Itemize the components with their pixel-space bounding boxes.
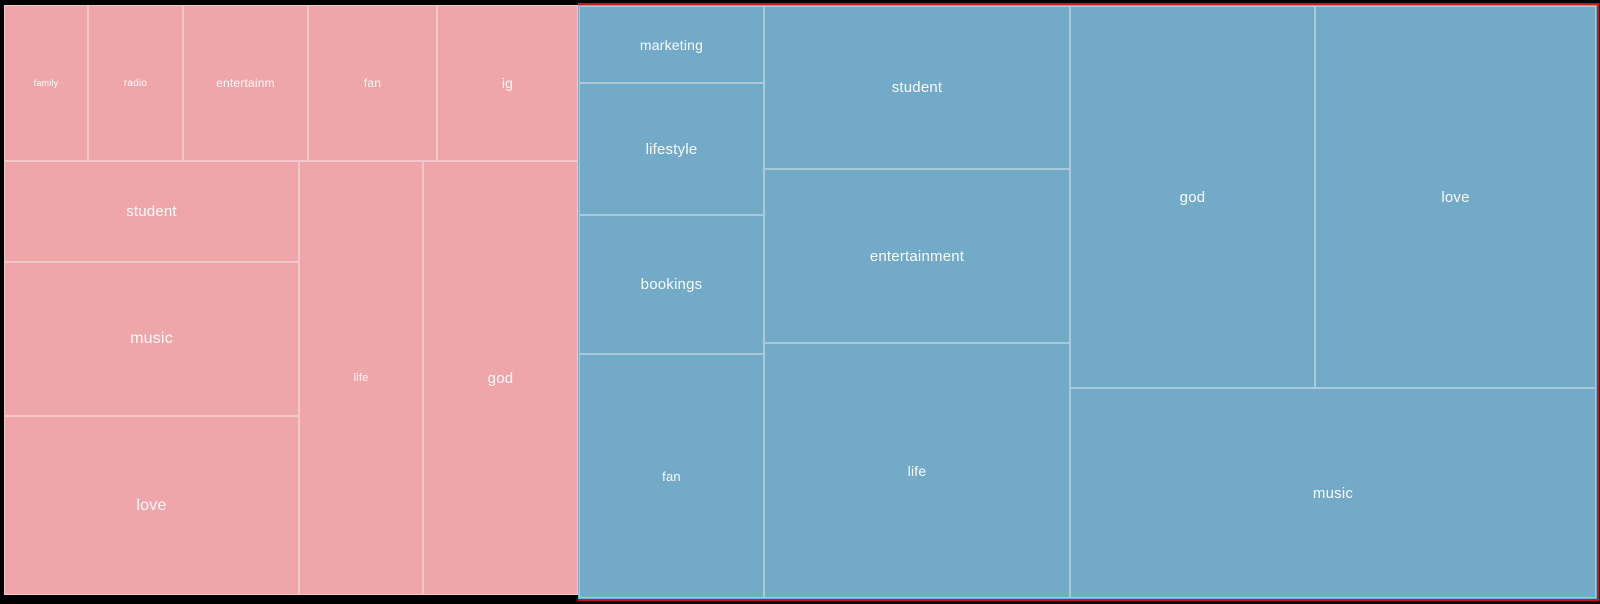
treemap-cell-label: entertainment — [869, 247, 965, 265]
treemap-cell-label: fan — [363, 76, 382, 90]
treemap-cell-right-entertainment[interactable]: entertainment — [764, 169, 1070, 343]
treemap-cell-label: radio — [123, 77, 148, 89]
treemap-cell-left-music[interactable]: music — [4, 262, 299, 416]
treemap-cell-right-god[interactable]: god — [1070, 6, 1315, 388]
treemap-cell-left-family[interactable]: family — [4, 5, 88, 161]
treemap-cell-right-fan[interactable]: fan — [579, 354, 764, 598]
treemap-cell-left-entertainm[interactable]: entertainm — [183, 5, 308, 161]
treemap-cell-right-lifestyle[interactable]: lifestyle — [579, 83, 764, 215]
treemap-cell-label: entertainm — [216, 76, 275, 90]
treemap-cell-left-student[interactable]: student — [4, 161, 299, 262]
treemap-cell-left-love[interactable]: love — [4, 416, 299, 595]
treemap-cell-label: music — [130, 330, 173, 347]
treemap-cell-label: fan — [662, 468, 681, 484]
treemap-cell-label: love — [136, 496, 167, 514]
treemap-cell-label: life — [907, 462, 927, 479]
treemap-cell-left-life[interactable]: life — [299, 161, 423, 595]
treemap-cell-right-marketing[interactable]: marketing — [579, 6, 764, 83]
treemap-cell-label: life — [353, 372, 369, 384]
treemap-cell-left-fan[interactable]: fan — [308, 5, 437, 161]
treemap-cell-label: god — [487, 369, 514, 387]
treemap-cell-label: student — [126, 203, 177, 220]
treemap-cell-right-student[interactable]: student — [764, 6, 1070, 169]
treemap-cell-right-love[interactable]: love — [1315, 6, 1596, 388]
treemap-cell-label: student — [891, 79, 943, 96]
treemap-cell-label: music — [1312, 484, 1354, 502]
treemap-panel-right: music love god life entertainment student fan b… — [578, 3, 1599, 601]
treemap-cell-left-ig[interactable]: ig — [437, 5, 578, 161]
treemap-cell-label: lifestyle — [645, 140, 698, 158]
treemap-cell-label: love — [1441, 188, 1470, 206]
treemap-panel-left: god life love music student ig fan entertainm ra… — [4, 5, 578, 595]
treemap-cell-label: family — [33, 78, 59, 88]
treemap-cell-label: ig — [501, 75, 514, 91]
treemap-cell-label: marketing — [639, 36, 704, 53]
treemap-cell-left-god[interactable]: god — [423, 161, 578, 595]
treemap-cell-right-life[interactable]: life — [764, 343, 1070, 598]
treemap-cell-label: god — [1179, 188, 1206, 206]
treemap-cell-right-music[interactable]: music — [1070, 388, 1596, 598]
treemap-cell-left-radio[interactable]: radio — [88, 5, 183, 161]
treemap-cell-label: bookings — [640, 276, 703, 293]
treemap-cell-right-bookings[interactable]: bookings — [579, 215, 764, 354]
